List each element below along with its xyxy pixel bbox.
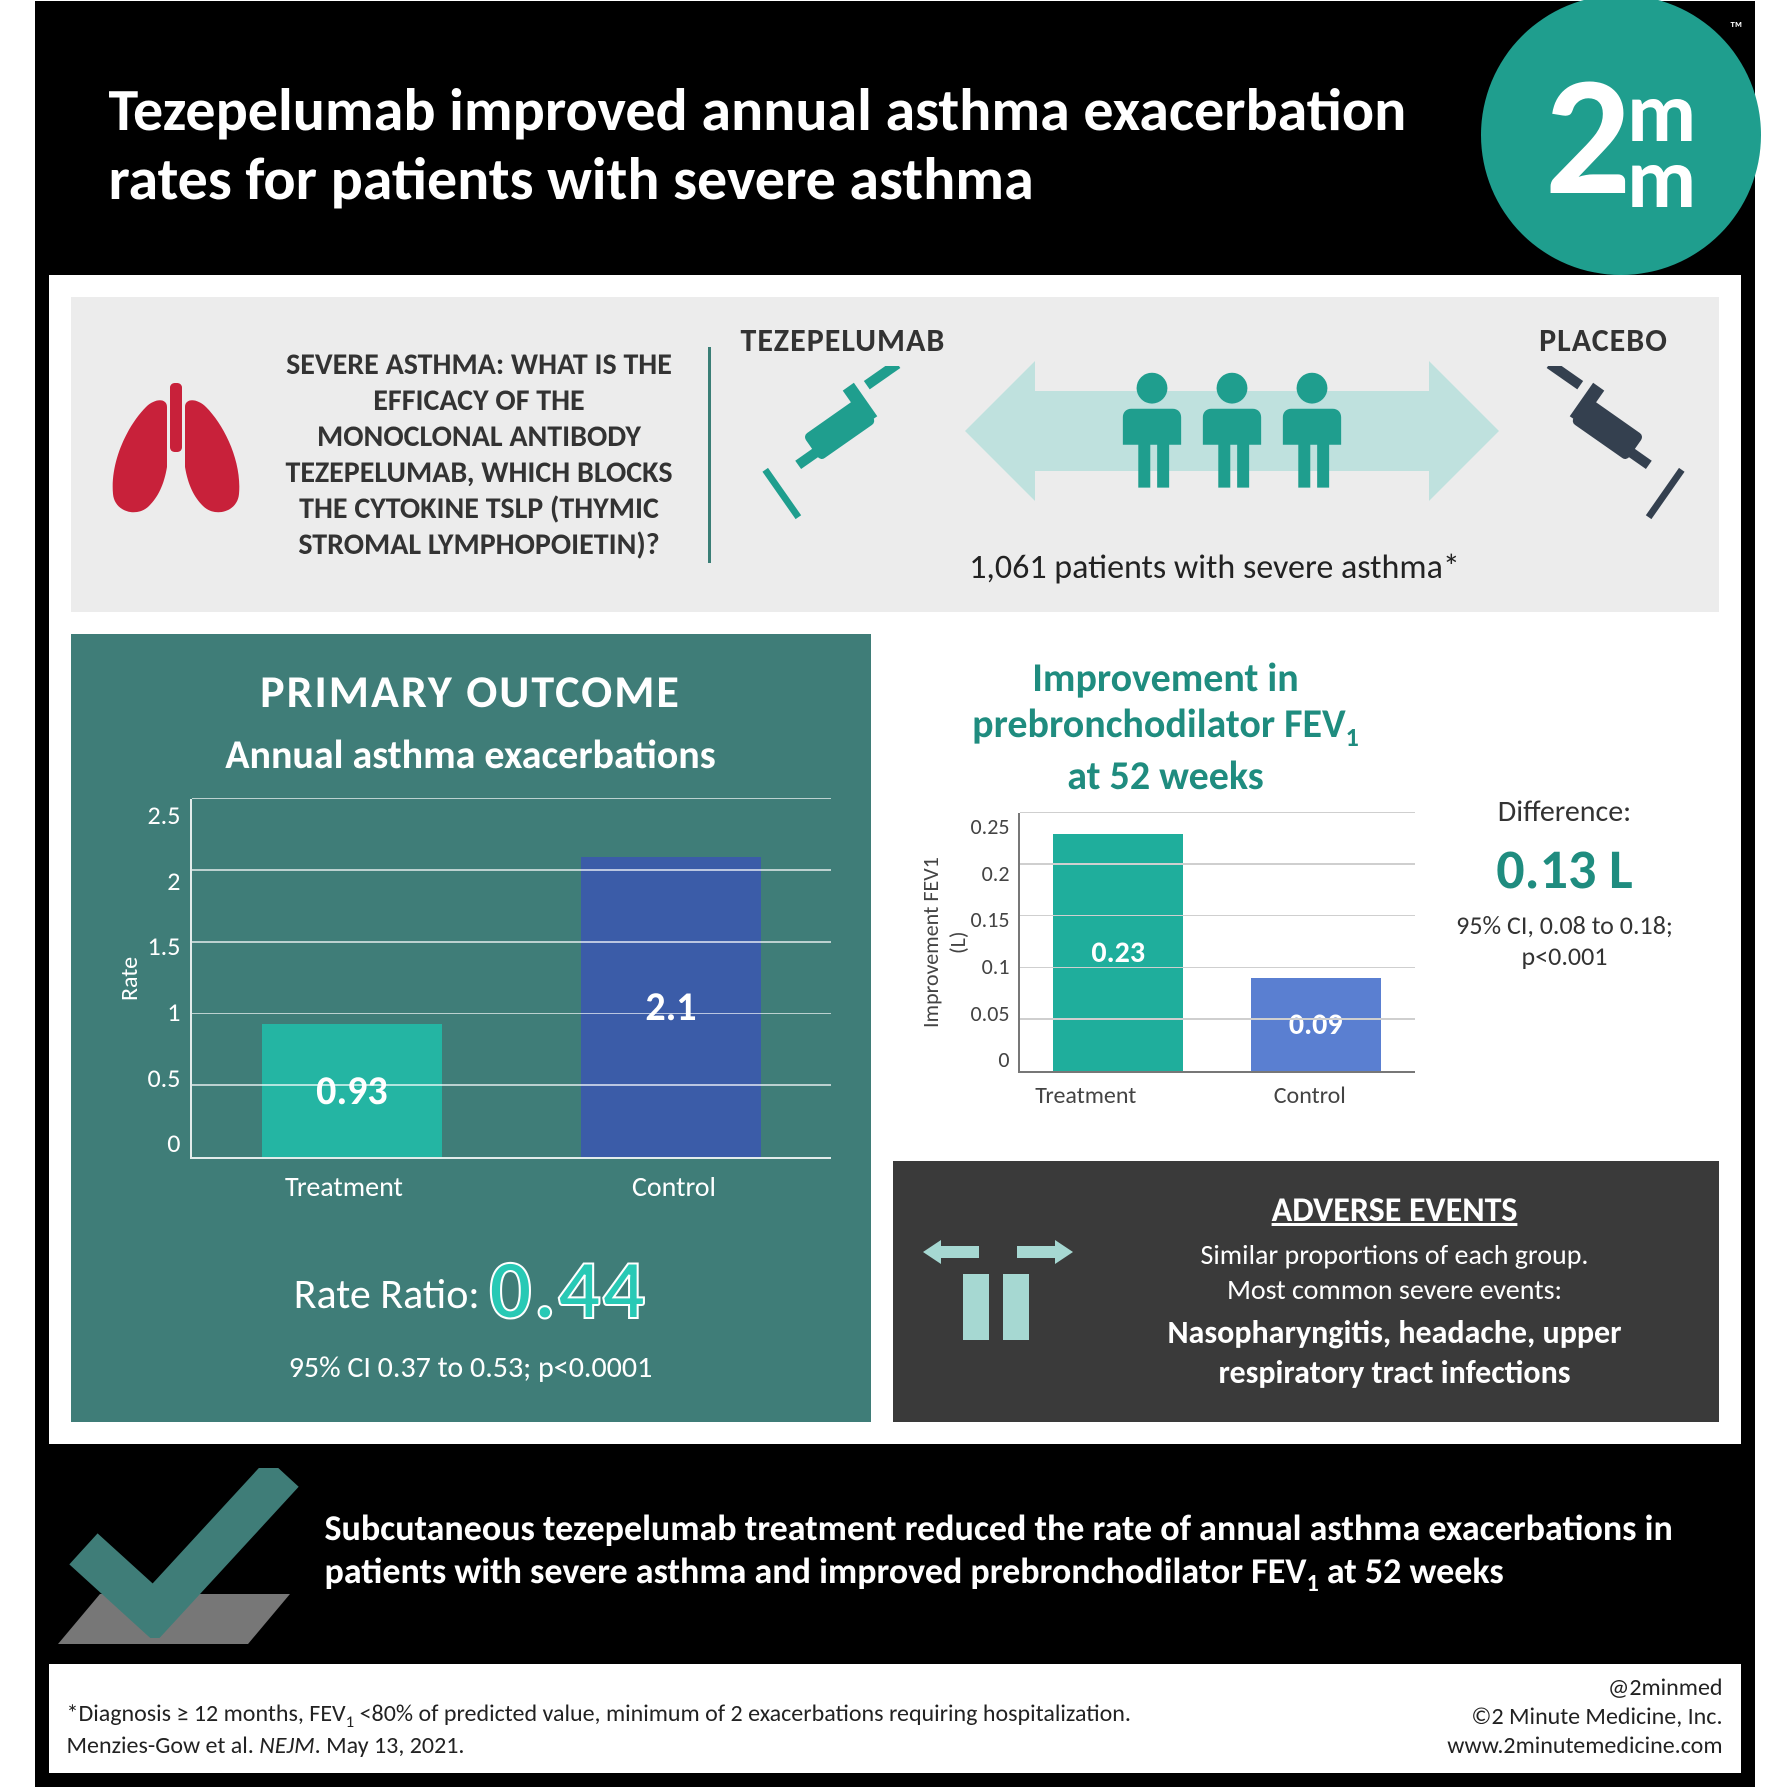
primary-chart: Rate 2.521.510.50 0.932.1 — [111, 799, 831, 1159]
primary-plot: 0.932.1 — [190, 799, 830, 1159]
adverse-heading: ADVERSE EVENTS — [1101, 1190, 1689, 1231]
control-arm-label: PLACEBO — [1539, 321, 1668, 360]
brand-logo: 2 m m ™ — [1481, 0, 1761, 275]
results-grid: PRIMARY OUTCOME Annual asthma exacerbati… — [71, 634, 1719, 1422]
lungs-icon — [101, 377, 251, 532]
footer: *Diagnosis ≥ 12 months, FEV1 <80% of pre… — [49, 1662, 1741, 1772]
fev-difference: Difference: 0.13 L 95% CI, 0.08 to 0.18;… — [1435, 793, 1695, 972]
rate-ratio-ci: 95% CI 0.37 to 0.53; p<0.0001 — [289, 1349, 653, 1386]
citation: *Diagnosis ≥ 12 months, FEV1 <80% of pre… — [67, 1700, 1131, 1761]
patients-icon — [1117, 371, 1347, 491]
fev-ylabel: Improvement FEV1(L) — [917, 813, 971, 1073]
conclusion-bar: Subcutaneous tezepelumab treatment reduc… — [49, 1444, 1741, 1662]
copyright: ©2 Minute Medicine, Inc. — [1447, 1703, 1722, 1732]
treatment-arm-block: TEZEPELUMAB — [741, 321, 946, 541]
social-handle: @2minmed — [1447, 1674, 1722, 1703]
syringe-placebo-icon — [1519, 366, 1689, 541]
logo-mm: m m — [1627, 79, 1696, 212]
fev-chart: Improvement FEV1(L) 0.250.20.150.10.050 … — [917, 813, 1415, 1073]
fev-xaxis: TreatmentControl — [917, 1081, 1415, 1110]
logo-2: 2 — [1545, 50, 1623, 220]
primary-outcome-panel: PRIMARY OUTCOME Annual asthma exacerbati… — [71, 634, 871, 1422]
fev-title: Improvement in prebronchodilator FEV1 at… — [917, 655, 1415, 799]
adverse-line1: Similar proportions of each group. — [1101, 1237, 1689, 1272]
syringe-treatment-icon — [758, 366, 928, 541]
adverse-events-panel: ADVERSE EVENTS Similar proportions of ea… — [893, 1161, 1719, 1422]
primary-yaxis: 2.521.510.50 — [148, 799, 191, 1159]
primary-xaxis: TreatmentControl — [111, 1169, 831, 1204]
rate-ratio: Rate Ratio: 0.44 — [294, 1238, 648, 1341]
compare-bars-icon — [923, 1234, 1073, 1349]
primary-subheading: Annual asthma exacerbations — [225, 730, 715, 779]
fev-panel: Improvement in prebronchodilator FEV1 at… — [893, 634, 1719, 1139]
adverse-events-list: Nasopharyngitis, headache, upper respira… — [1101, 1313, 1689, 1393]
website-url: www.2minutemedicine.com — [1447, 1732, 1722, 1761]
control-arm-block: PLACEBO — [1519, 321, 1689, 541]
conclusion-text: Subcutaneous tezepelumab treatment reduc… — [325, 1507, 1701, 1599]
checkmark-icon — [69, 1468, 299, 1638]
infographic-frame: Tezepelumab improved annual asthma exace… — [35, 1, 1755, 1786]
rate-ratio-value: 0.44 — [489, 1238, 647, 1341]
study-strip: SEVERE ASTHMA: WHAT IS THE EFFICACY OF T… — [71, 297, 1719, 612]
fev-plot: 0.230.09 — [1018, 813, 1415, 1073]
randomization-arrow-icon — [965, 361, 1498, 501]
credits: @2minmed ©2 Minute Medicine, Inc. www.2m… — [1447, 1674, 1722, 1760]
primary-heading: PRIMARY OUTCOME — [260, 664, 681, 720]
logo-tm: ™ — [1730, 17, 1743, 39]
research-question: SEVERE ASTHMA: WHAT IS THE EFFICACY OF T… — [281, 347, 711, 563]
patients-caption: 1,061 patients with severe asthma* — [969, 547, 1460, 588]
fev-diff-ci: 95% CI, 0.08 to 0.18; p<0.001 — [1435, 910, 1695, 972]
primary-ylabel: Rate — [111, 799, 148, 1159]
headline: Tezepelumab improved annual asthma exace… — [109, 76, 1409, 214]
fev-yaxis: 0.250.20.150.10.050 — [971, 813, 1018, 1073]
treatment-arm-label: TEZEPELUMAB — [741, 321, 946, 360]
header: Tezepelumab improved annual asthma exace… — [49, 15, 1741, 275]
adverse-line2: Most common severe events: — [1101, 1272, 1689, 1307]
fev-diff-value: 0.13 L — [1435, 836, 1695, 904]
trial-diagram: TEZEPELUMAB PLACEBO — [741, 321, 1689, 588]
